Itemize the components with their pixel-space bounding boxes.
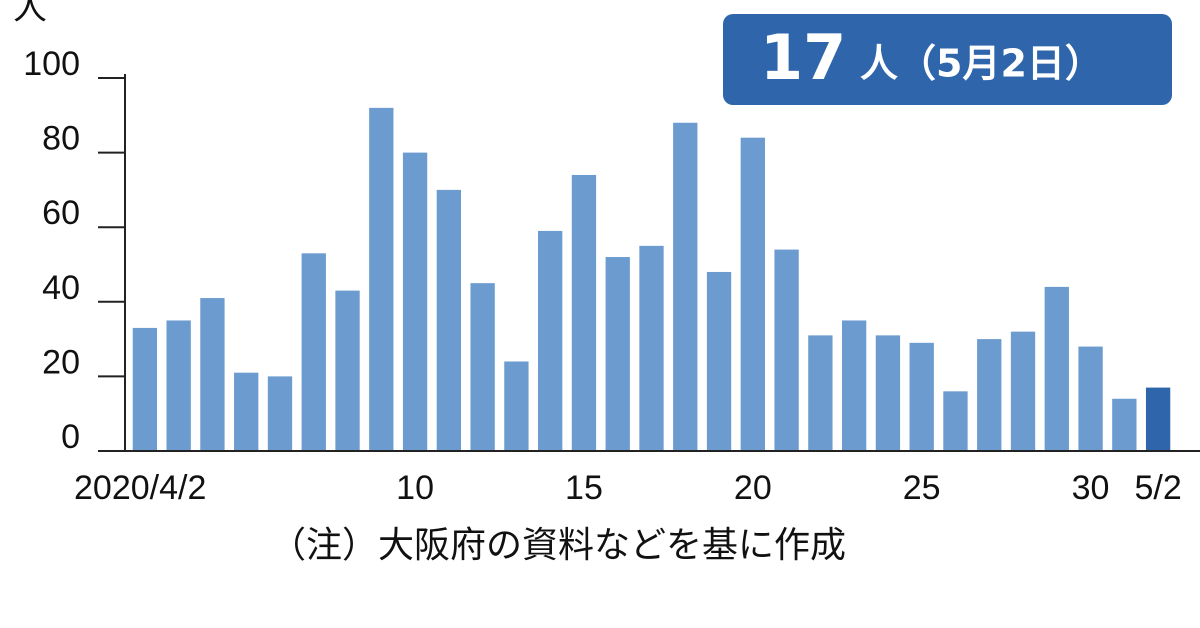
bar	[166, 320, 191, 451]
x-tick-label: 2020/4/2	[74, 469, 206, 507]
y-tick-label: 100	[23, 45, 80, 83]
x-tick-label: 20	[734, 469, 772, 507]
bar	[301, 253, 326, 451]
x-tick-label: 25	[903, 469, 941, 507]
bar	[1112, 398, 1137, 451]
bar	[200, 298, 225, 451]
annotation-box	[723, 14, 1172, 105]
bar	[1145, 387, 1171, 451]
x-tick-label: 15	[565, 469, 603, 507]
bar	[504, 361, 529, 451]
y-unit: 人	[13, 0, 47, 27]
x-tick-label: 30	[1072, 469, 1110, 507]
bar	[335, 290, 360, 451]
bar	[875, 335, 901, 451]
bar	[267, 376, 293, 451]
bar	[369, 107, 394, 451]
note: （注）大阪府の資料などを基に作成	[270, 525, 846, 566]
x-tick-label: 10	[396, 469, 434, 507]
bar	[841, 320, 867, 451]
bar	[436, 189, 462, 451]
bar	[943, 391, 968, 451]
y-tick-label: 40	[42, 269, 80, 307]
x-tick-label: 5/2	[1134, 469, 1181, 507]
y-tick-label: 80	[42, 120, 80, 158]
bar	[909, 342, 934, 451]
y-tick-label: 60	[42, 194, 80, 232]
bar	[234, 372, 259, 451]
bar	[1010, 331, 1036, 451]
bar	[740, 137, 765, 451]
annotation-text: 人（5月2日）	[860, 42, 1103, 86]
y-tick-label: 0	[61, 418, 80, 456]
y-tick-label: 20	[42, 343, 80, 381]
bar	[808, 335, 833, 451]
bar	[605, 257, 630, 451]
bar	[132, 327, 158, 451]
bar	[571, 174, 597, 452]
bar	[402, 152, 428, 451]
bar	[673, 122, 698, 451]
bar	[706, 271, 732, 451]
bar	[1044, 286, 1069, 451]
bar	[977, 339, 1002, 451]
bar	[538, 230, 563, 451]
bar	[1078, 346, 1103, 451]
bar	[639, 245, 664, 451]
bar	[774, 249, 799, 451]
annotation-number: 17	[760, 21, 846, 94]
bar	[470, 283, 495, 451]
